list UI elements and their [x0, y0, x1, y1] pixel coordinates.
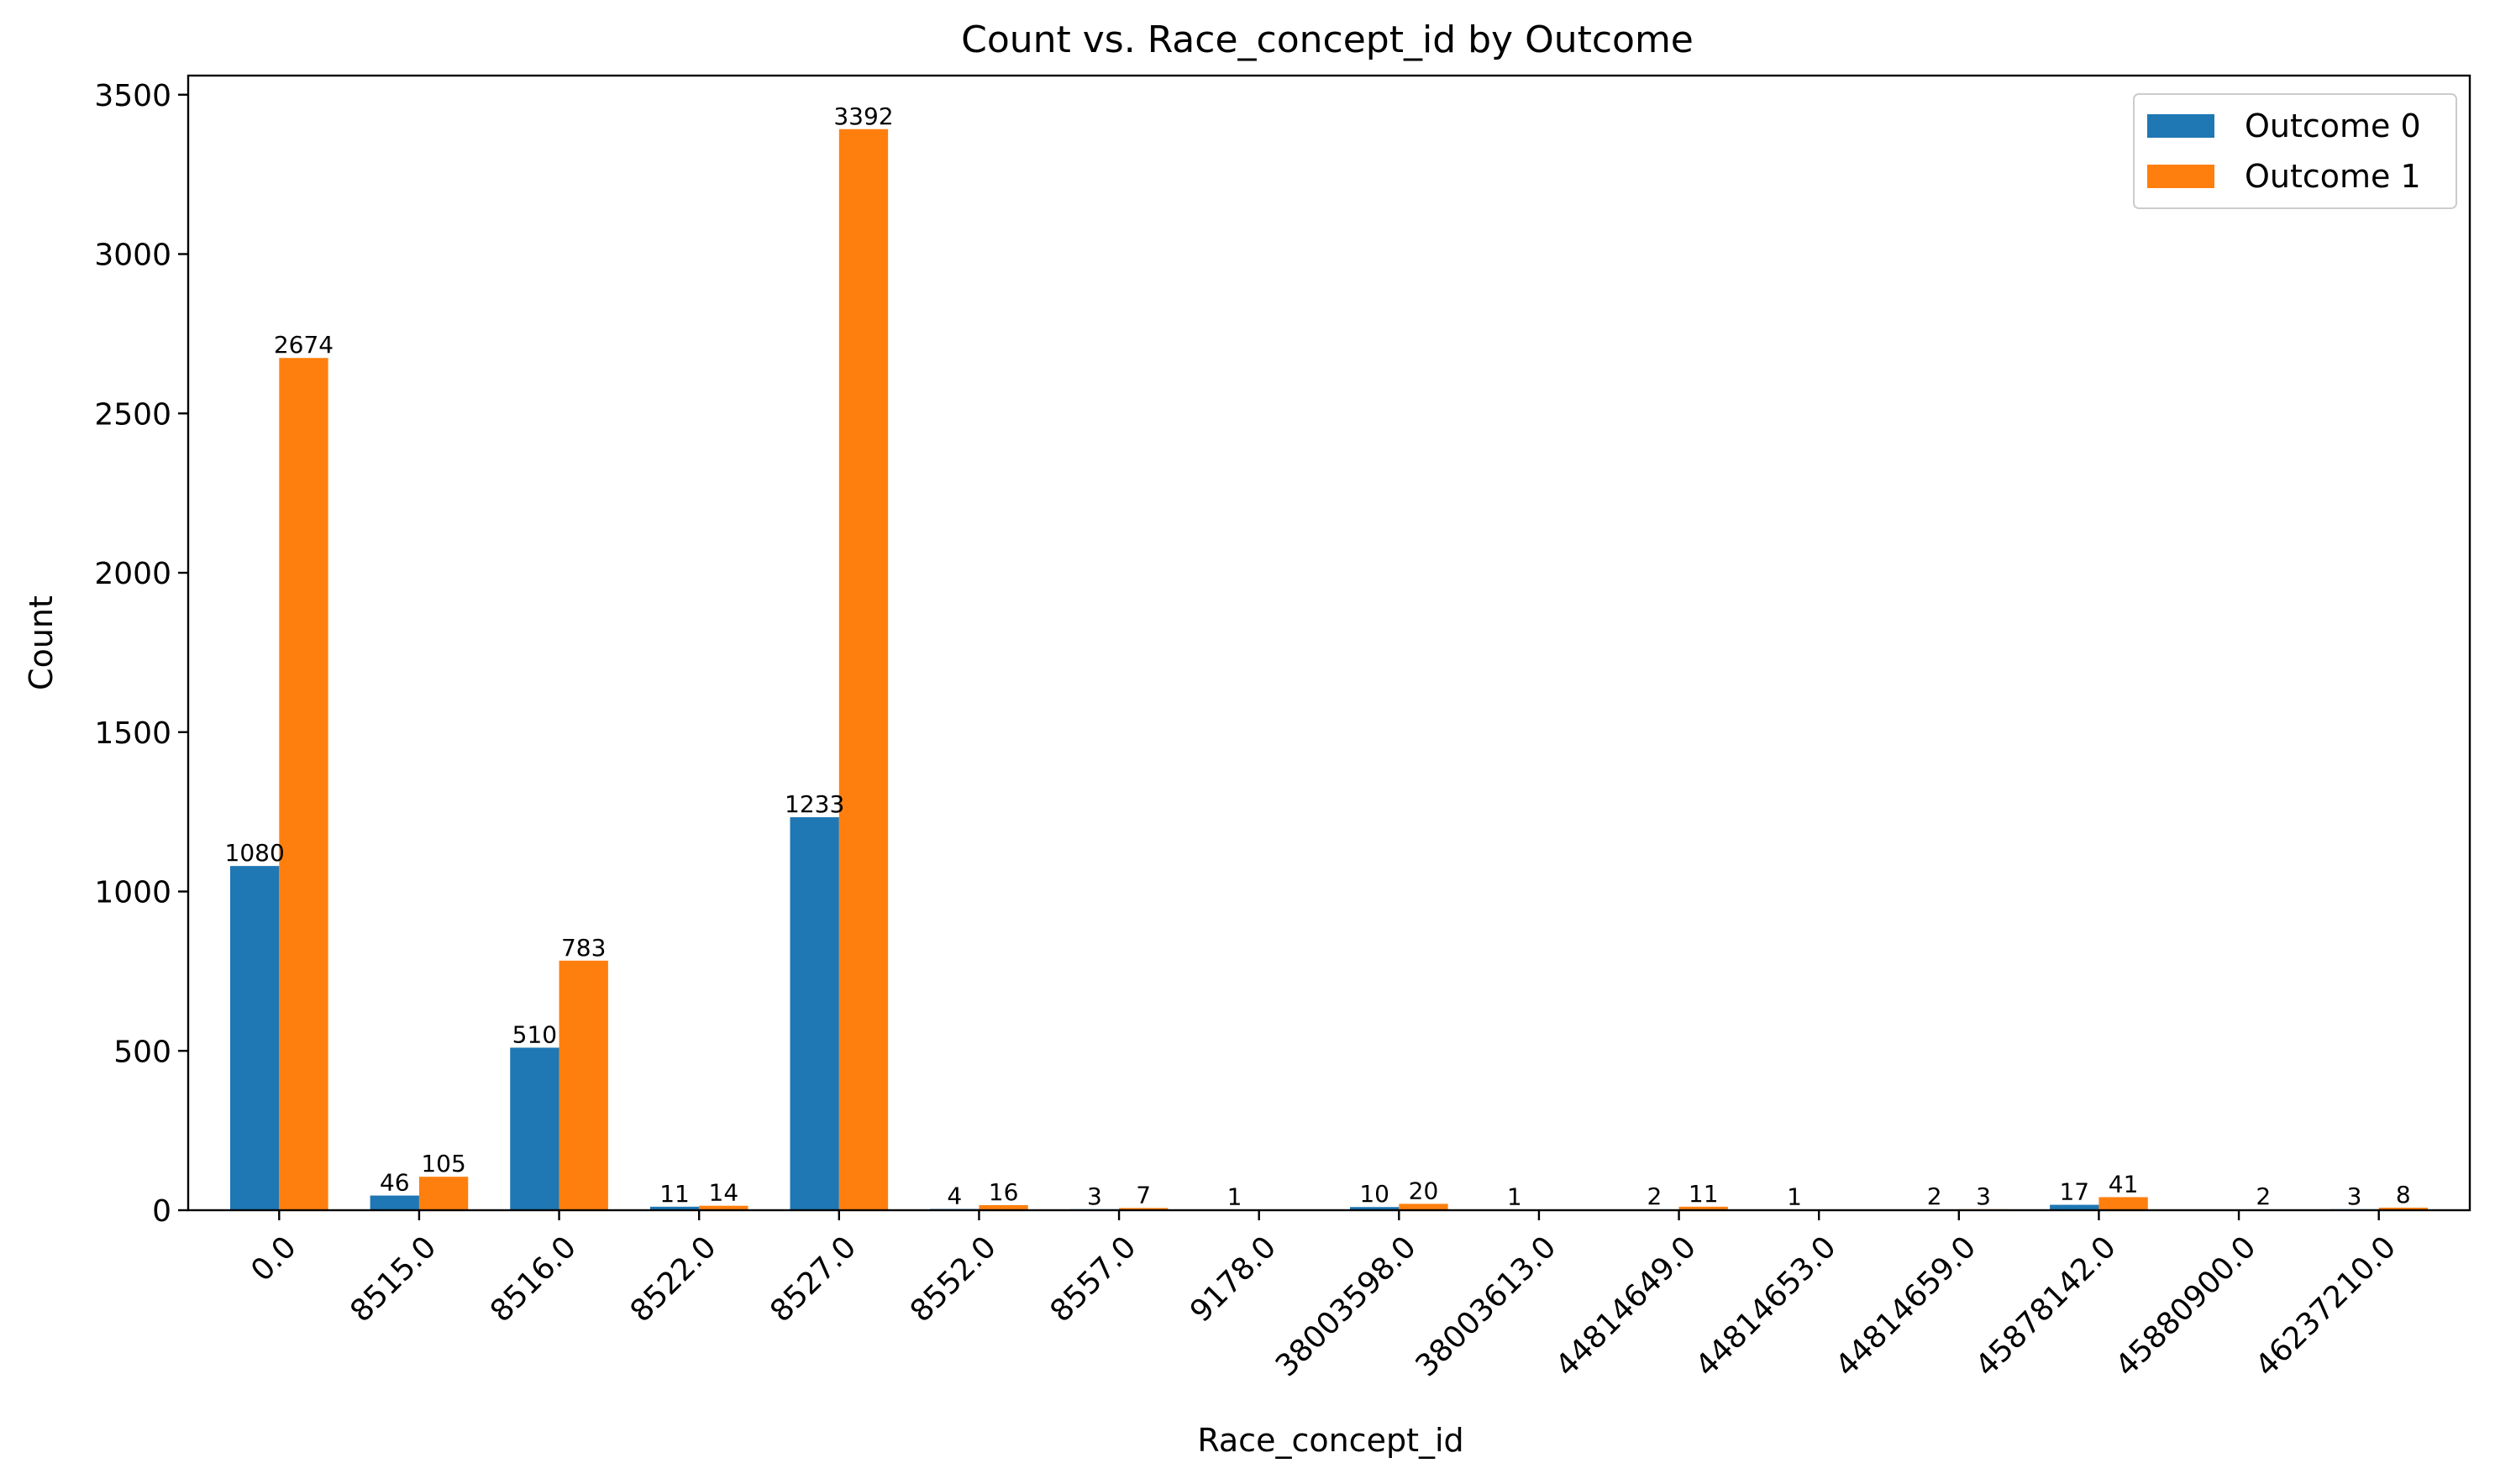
bar-series-0-45878142.0 — [2050, 1204, 2099, 1210]
bar-series-1-45878142.0 — [2098, 1197, 2148, 1210]
y-tick-label: 1000 — [94, 876, 171, 910]
y-tick-label: 0 — [152, 1194, 171, 1229]
bar-series-0-8515.0 — [370, 1195, 419, 1210]
bar-series-1-38003598.0 — [1399, 1203, 1448, 1210]
x-tick-label: 44814659.0 — [1829, 1230, 1983, 1383]
bar-value-label: 3 — [1087, 1182, 1102, 1210]
bar-series-1-46237210.0 — [2378, 1207, 2429, 1210]
bar-series-0-0.0 — [229, 866, 280, 1210]
bar-value-label: 46 — [380, 1169, 410, 1197]
y-tick-label: 1500 — [94, 716, 171, 751]
chart-title: Count vs. Race_concept_id by Outcome — [961, 18, 1694, 61]
y-axis-label: Count — [23, 595, 60, 690]
bar-series-1-8552.0 — [979, 1204, 1028, 1210]
y-tick-label: 500 — [113, 1035, 171, 1069]
x-tick-label: 0.0 — [244, 1230, 302, 1287]
bar-value-label: 510 — [512, 1020, 557, 1048]
plot-frame — [186, 74, 2471, 1212]
x-tick-label: 8552.0 — [904, 1230, 1003, 1329]
x-axis: 0.0 8515.0 8516.0 8522.0 8527.0 8552.0 8557.0 9… — [244, 1210, 2403, 1383]
y-tick-label: 3000 — [94, 239, 171, 273]
bar-value-label: 1 — [1787, 1183, 1802, 1211]
x-tick-label: 8516.0 — [484, 1230, 583, 1329]
bar-value-label: 41 — [2109, 1170, 2139, 1198]
bar-value-label: 3 — [1976, 1182, 1991, 1210]
bar-series-1-8527.0 — [838, 128, 889, 1210]
bar-value-label: 20 — [1409, 1177, 1439, 1204]
bar-value-label: 2 — [2256, 1182, 2271, 1210]
bar-value-label: 1 — [1227, 1183, 1242, 1211]
x-tick-label: 38003598.0 — [1269, 1230, 1423, 1383]
bar-value-label: 10 — [1359, 1180, 1389, 1208]
bar-value-label: 8 — [2396, 1181, 2411, 1209]
bar-value-label: 7 — [1136, 1181, 1151, 1209]
bar-value-label: 1233 — [785, 790, 844, 818]
x-tick-label: 9178.0 — [1184, 1230, 1283, 1329]
bar-value-label: 2 — [1927, 1182, 1942, 1210]
bar-series-0-38003598.0 — [1349, 1207, 1400, 1210]
y-axis: 0 500 1000 1500 2000 2500 3000 3500 — [94, 79, 188, 1229]
bar-series-1-8557.0 — [1119, 1208, 1169, 1210]
x-tick-label: 46237210.0 — [2249, 1230, 2403, 1383]
bar-value-label: 4 — [947, 1182, 962, 1209]
bar-series-1-44814649.0 — [1678, 1206, 1728, 1210]
bar-series-0-8522.0 — [649, 1206, 700, 1210]
bar-series-1-8516.0 — [559, 960, 608, 1210]
x-tick-label: 8527.0 — [764, 1230, 863, 1329]
x-tick-label: 45878142.0 — [1969, 1230, 2123, 1383]
bar-value-label: 2674 — [274, 331, 334, 359]
x-tick-label: 8557.0 — [1043, 1230, 1142, 1329]
x-tick-label: 8522.0 — [624, 1230, 723, 1329]
bar-value-label: 14 — [709, 1179, 739, 1207]
x-axis-label: Race_concept_id — [1197, 1422, 1463, 1459]
y-tick-label: 3500 — [94, 79, 171, 113]
legend-swatch — [2147, 165, 2214, 188]
bar-value-label: 783 — [561, 934, 606, 962]
bar-series-0-8527.0 — [790, 817, 839, 1210]
x-tick-label: 44814649.0 — [1549, 1230, 1703, 1383]
bar-value-label: 11 — [659, 1180, 690, 1208]
bar-value-label: 1 — [1507, 1183, 1522, 1211]
bar-series-1-8515.0 — [418, 1177, 469, 1210]
bar-value-label: 3 — [2347, 1182, 2362, 1210]
bar-series-1-0.0 — [279, 358, 328, 1211]
legend-entry-label: Outcome 1 — [2245, 158, 2421, 195]
bar-value-label: 17 — [2059, 1178, 2089, 1206]
bar-value-label: 11 — [1689, 1180, 1719, 1208]
x-tick-label: 44814653.0 — [1689, 1230, 1843, 1383]
bar-value-label: 105 — [421, 1150, 465, 1177]
legend-swatch — [2147, 114, 2214, 138]
y-tick-label: 2000 — [94, 557, 171, 591]
legend-entry-label: Outcome 0 — [2245, 107, 2421, 144]
bar-value-label: 1080 — [225, 839, 285, 867]
legend: Outcome 0 Outcome 1 — [2133, 93, 2457, 209]
x-tick-label: 8515.0 — [344, 1230, 443, 1329]
bar-value-label: 2 — [1647, 1182, 1662, 1210]
x-tick-label: 45880900.0 — [2109, 1230, 2263, 1383]
y-tick-label: 2500 — [94, 397, 171, 432]
x-tick-label: 38003613.0 — [1410, 1230, 1563, 1383]
bar-value-label: 16 — [989, 1178, 1019, 1206]
bar-series-0-8516.0 — [510, 1047, 559, 1210]
bar-value-label: 3392 — [833, 102, 893, 130]
bar-series-1-8522.0 — [699, 1205, 748, 1210]
bars-layer — [229, 128, 2429, 1211]
